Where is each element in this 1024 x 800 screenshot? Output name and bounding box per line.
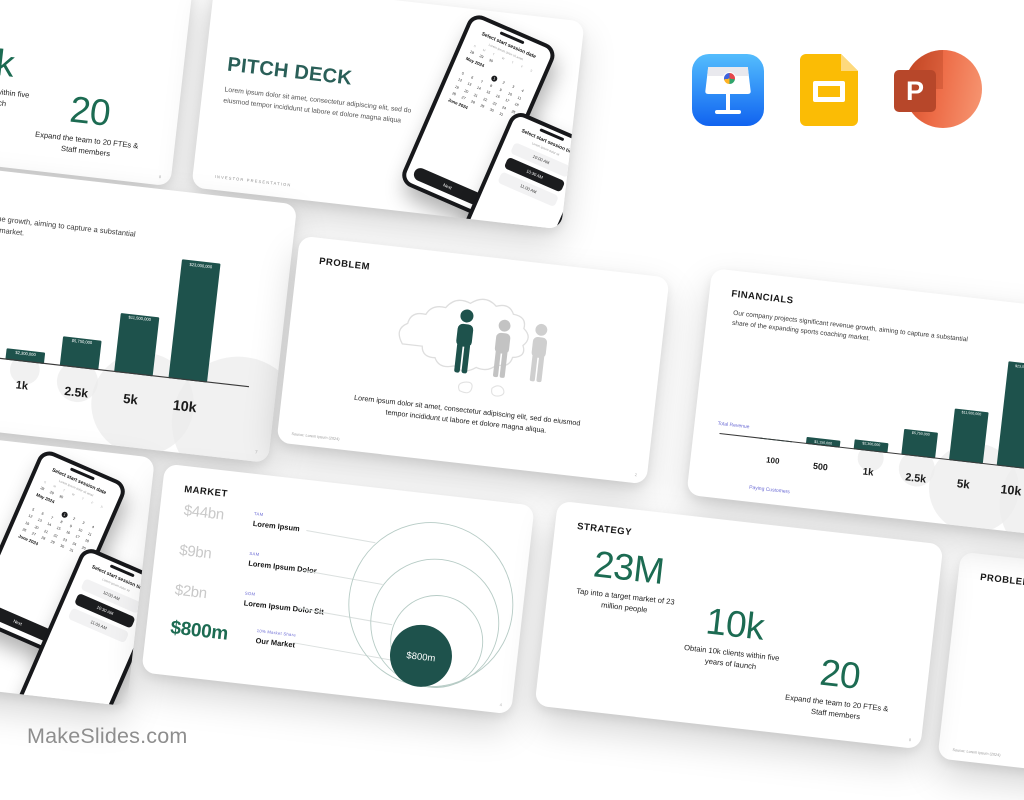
source-note: Source: Lorem Ipsum (2024)	[291, 431, 340, 442]
pie-chart-glyph	[722, 71, 736, 85]
x-axis-label: Paying Customers	[748, 484, 791, 496]
slide-card-strategy[interactable]: STRATEGY 23M Tap into a target market of …	[534, 500, 944, 750]
google-slides-icon[interactable]	[800, 54, 858, 126]
slide-card-phones-fragment[interactable]: Select start session date Lorem ipsum do…	[0, 415, 155, 707]
keynote-easel	[705, 67, 751, 94]
stat-caption: Expand the team to 20 FTEs & Staff membe…	[34, 129, 139, 158]
powerpoint-icon[interactable]: P	[894, 50, 982, 130]
market-row: $9bn SAM Lorem Ipsum Dolor	[178, 542, 318, 576]
person-icon	[454, 309, 474, 374]
slide-card-problem[interactable]: PROBLEM Lorem ipsum dolor sit amet, cons…	[276, 235, 670, 485]
stat-value: 20	[67, 88, 113, 134]
revenue-bar: $11,500,000	[114, 312, 160, 377]
slide-title: FINANCIALS	[730, 288, 795, 307]
people-icons	[445, 307, 556, 384]
bar-value-label: $11,500,000	[128, 315, 152, 323]
slide-frame-glyph	[813, 81, 845, 102]
bar-value-label: $5,750,000	[71, 338, 93, 346]
bar-column: $23,000,000	[165, 259, 224, 383]
market-size-circles: $800m	[348, 522, 514, 688]
revenue-bar: $11,500,000	[948, 407, 989, 464]
bar-value-label: $2,300,000	[15, 350, 36, 358]
slide-card-title[interactable]: PITCH DECK Lorem ipsum dolor sit amet, c…	[191, 0, 585, 230]
stat-caption: Tap into a target market of 23 million p…	[575, 586, 676, 615]
revenue-bar: $23,000,000	[996, 361, 1024, 470]
market-label: Lorem Ipsum	[252, 518, 301, 533]
market-value: $44bn	[182, 502, 225, 524]
category-label: 1k	[14, 379, 29, 394]
person-icon	[493, 319, 511, 378]
strategy-stat: 20 Expand the team to 20 FTEs & Staff mem…	[31, 87, 146, 163]
stat-value: 23M	[591, 543, 667, 593]
market-row: $800m 10% Market Share Our Market	[169, 617, 296, 653]
source-note: Source: Lorem Ipsum (2024)	[952, 747, 1001, 758]
available-formats: P	[692, 50, 982, 130]
revenue-bar-chart: Total Revenue $1,150,000$2,300,000$5,750…	[713, 327, 1024, 540]
bar-value-label: $23,000,000	[1014, 363, 1024, 370]
strategy-stat: 20 Expand the team to 20 FTEs & Staff mem…	[781, 650, 896, 726]
slide-card-problem-fragment[interactable]: PROBLEM Source: Lorem Ipsum (2024) 2	[937, 551, 1024, 800]
revenue-bar: $23,000,000	[168, 259, 221, 383]
category-label: 1k	[862, 466, 875, 479]
investor-presentation-label: INVESTOR PRESENTATION	[214, 173, 292, 188]
bubble-label: $800m	[406, 650, 436, 664]
stat-caption: Obtain 10k clients within five years of …	[683, 642, 780, 671]
bar-column: $11,500,000	[946, 407, 992, 465]
bar-column: $11,500,000	[111, 312, 163, 377]
phone-mockups: Select start session date Lorem ipsum do…	[0, 447, 155, 707]
page-number: 8	[158, 173, 162, 180]
slide-title: PROBLEM	[979, 571, 1024, 589]
makeslides-logo[interactable]: MakeSlides.com	[27, 724, 188, 748]
market-label: Our Market	[255, 635, 296, 649]
bar-value-label: $11,500,000	[961, 410, 982, 417]
our-market-bubble	[389, 624, 452, 687]
stat-value: 20	[817, 651, 863, 697]
person-icon	[529, 323, 548, 383]
slide-title: PROBLEM	[318, 255, 371, 273]
pitch-deck-title: PITCH DECK	[226, 53, 354, 90]
strategy-stat: 23M Tap into a target market of 23 millio…	[568, 543, 687, 620]
market-value: $800m	[169, 617, 230, 645]
market-value: $9bn	[178, 541, 213, 563]
phone-mockups: Select start session date Lorem ipsum do…	[376, 11, 585, 230]
keynote-icon[interactable]	[692, 54, 764, 126]
next-button: Next	[411, 166, 484, 207]
bar-column: $23,000,000	[994, 361, 1024, 470]
slide-card-financials-left[interactable]: FINANCIALS Our company projects signific…	[0, 153, 298, 463]
bar-value-label: $23,000,000	[189, 261, 213, 269]
bar-value-label: $5,750,000	[911, 431, 930, 438]
stat-value: 10k	[703, 600, 767, 648]
market-row: $44bn TAM Lorem Ipsum	[183, 502, 301, 533]
slide-title: MARKET	[183, 483, 229, 500]
page-number: 8	[908, 736, 912, 743]
powerpoint-letter: P	[905, 75, 924, 106]
category-label: 500	[812, 460, 829, 473]
market-row: $2bn SOM Lorem Ipsum Dolor Sit	[174, 582, 326, 617]
page-number: 2	[634, 472, 638, 478]
slide-card-financials[interactable]: FINANCIALS Our company projects signific…	[686, 268, 1024, 540]
y-axis-label: Total Revenue	[717, 420, 750, 431]
stat-value: 10k	[0, 37, 17, 85]
revenue-bar-chart: Total Revenue $1,150,000$2,300,000$5,750…	[0, 220, 298, 463]
market-value: $2bn	[173, 581, 208, 603]
bar-value-label: $2,300,000	[862, 441, 881, 448]
folded-corner	[841, 54, 858, 71]
stat-caption: Expand the team to 20 FTEs & Staff membe…	[784, 692, 889, 721]
slide-title: STRATEGY	[576, 521, 633, 539]
category-label: 100	[765, 455, 780, 466]
slide-card-market[interactable]: MARKET $44bn TAM Lorem Ipsum $9bn SAM Lorem I…	[141, 463, 535, 715]
page-background: { "page": { "logo": "MakeSlides.com" }, …	[0, 0, 1024, 768]
